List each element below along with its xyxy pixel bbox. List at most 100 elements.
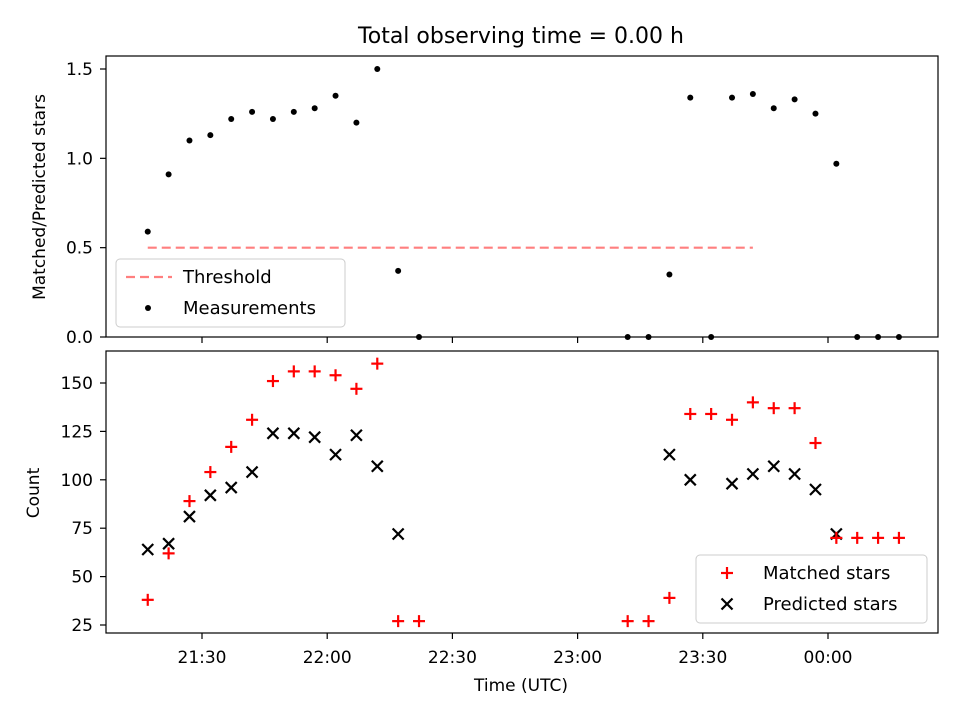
matched-point [183,495,196,508]
bottom-y-tick-label: 50 [71,568,93,588]
legend-predicted-marker [720,597,734,611]
predicted-point [245,465,259,479]
predicted-point [266,427,280,440]
bottom-xlabel: Time (UTC) [473,676,568,696]
cross-b [746,467,760,481]
bottom-x-tick-label: 00:00 [804,648,853,668]
cross-b [720,597,734,611]
measurement-point [395,267,402,274]
legend-measurements-swatch [145,305,151,311]
bottom-y-tick-label: 100 [61,471,93,491]
matched-point [809,437,822,450]
cross-b [391,527,405,541]
matched-point [162,547,175,560]
bottom-x-tick-label: 21:30 [178,648,227,668]
matched-point [705,407,718,420]
predicted-point [746,467,760,481]
matched-point [726,413,739,426]
measurement-point [228,116,235,123]
cross-b [308,430,321,444]
matched-point [851,531,864,544]
bottom-ylabel: Count [24,467,44,518]
matched-point [788,402,801,415]
predicted-point [162,537,175,550]
legend-measurements-label: Measurements [183,298,316,319]
measurement-point [144,228,151,235]
bottom-x-ticks: 21:30 22:00 22:30 23:00 23:30 00:00 [178,633,853,668]
predicted-point [684,473,697,487]
chart-title: Total observing time = 0.00 h [357,24,684,49]
measurement-point [269,116,276,123]
measurement-point [249,108,256,115]
matched-point [746,396,759,409]
matched-point [872,531,885,544]
matched-point [329,369,342,382]
measurement-point [311,105,318,112]
predicted-point [725,477,739,490]
predicted-point [204,489,217,502]
bottom-panel: Count Time (UTC) 25 50 75 100 125 150 21:30 22… [24,350,939,696]
predicted-point [391,527,405,541]
matched-point [308,365,321,378]
matched-point [663,591,676,604]
cross-b [329,448,342,461]
measurement-point [374,66,381,72]
top-y-tick-label: 1.0 [66,149,93,169]
bottom-x-tick-label: 22:30 [428,648,477,668]
cross-b [287,427,301,440]
top-x-tick-marks [201,337,829,343]
predicted-point [329,448,342,461]
legend-threshold-label: Threshold [182,267,272,288]
measurement-point [207,132,214,139]
measurement-point [729,94,736,101]
cross-b [204,489,217,502]
measurement-point [833,160,840,167]
matched-point [892,531,905,544]
predicted-point [183,510,196,523]
cross-b [141,543,155,556]
cross-b [809,483,822,496]
measurement-point [666,271,673,278]
bottom-y-tick-label: 25 [71,616,93,636]
cross-b [224,481,238,494]
cross-b [663,448,676,461]
legend-matched-swatch [721,567,733,579]
legend-matched-label: Matched stars [763,563,890,584]
cross-b [684,473,697,487]
cross-b [245,465,259,479]
matched-point [246,413,259,426]
measurement-point [353,119,360,126]
matched-point [266,375,279,388]
matched-point [621,615,634,628]
matched-point [141,593,154,606]
matched-point [392,615,405,628]
top-legend: Threshold Measurements [115,258,346,328]
matched-point [225,440,238,453]
top-y-ticks: 0.0 0.5 1.0 1.5 [66,60,106,348]
matched-point [204,466,217,479]
measurement-point [687,94,694,101]
bottom-x-tick-label: 22:00 [303,648,352,668]
predicted-point [224,481,238,494]
bottom-x-tick-label: 23:30 [678,648,727,668]
matched-point [350,382,363,395]
measurement-point [290,108,297,115]
predicted-point [788,467,801,481]
cross-b [788,467,801,481]
top-y-tick-label: 1.5 [66,60,93,80]
predicted-point [287,427,301,440]
bottom-y-tick-label: 125 [61,422,93,442]
measurement-point [812,110,819,117]
predicted-point [141,543,155,556]
cross-b [350,428,363,442]
matched-point [642,615,655,628]
cross-b [767,459,781,473]
bottom-legend-box [695,554,928,624]
top-panel: Total observing time = 0.00 h Matched/Pr… [30,24,939,348]
measurement-point [791,96,798,103]
measurement-point [749,91,756,98]
legend-predicted-swatch [720,597,734,611]
bottom-axes-frame [105,350,939,634]
bottom-y-ticks: 25 50 75 100 125 150 [61,374,106,636]
